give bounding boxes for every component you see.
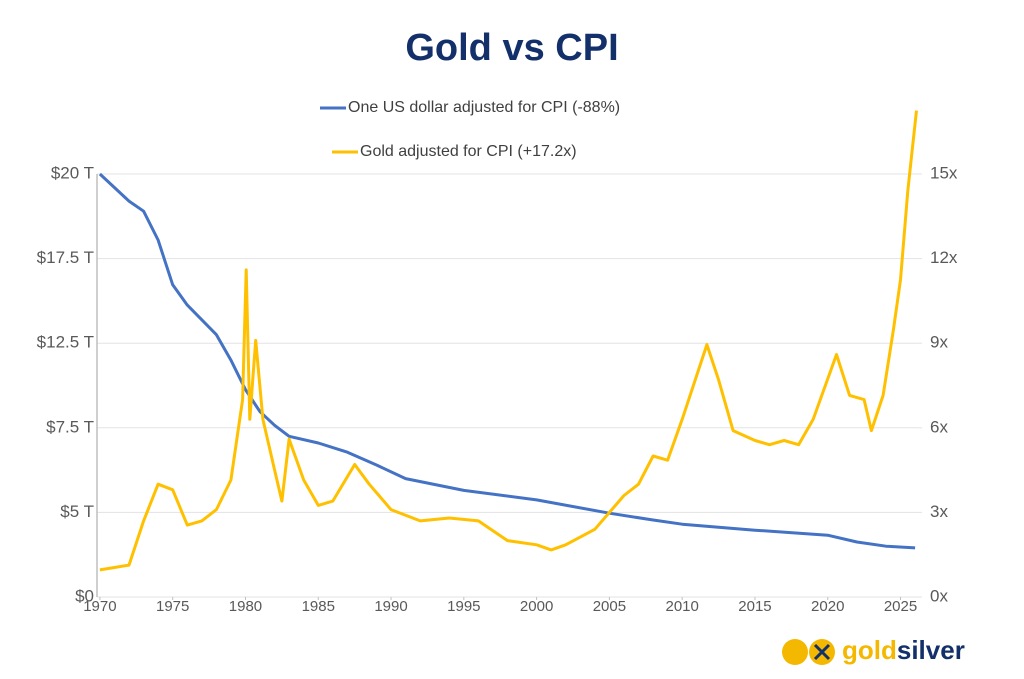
y2-tick-label: 3x [930,502,948,521]
legend-label: Gold adjusted for CPI (+17.2x) [360,143,577,160]
logo: goldsilver [782,635,965,665]
chart-title: Gold vs CPI [405,27,618,69]
x-tick-label: 2015 [738,598,771,615]
legend-label: One US dollar adjusted for CPI (-88%) [348,99,620,116]
logo-silver: silver [897,635,965,665]
x-tick-label: 2005 [593,598,626,615]
y-tick-label: $12.5 T [37,333,94,352]
y-tick-label: $5 T [60,502,94,521]
y-tick-label: $20 T [51,163,94,182]
logo-gold: gold [842,635,897,665]
x-tick-label: 1990 [374,598,407,615]
x-tick-label: 2025 [884,598,917,615]
logo-text: goldsilver [842,635,965,665]
x-tick-label: 2010 [665,598,698,615]
series-line [98,172,916,550]
x-tick-label: 1980 [229,598,262,615]
x-tick-label: 2000 [520,598,553,615]
x-tick-label: 1985 [302,598,335,615]
y2-tick-label: 0x [930,586,948,605]
x-tick-label: 1975 [156,598,189,615]
y2-tick-label: 9x [930,333,948,352]
x-tick-label: 1995 [447,598,480,615]
logo-mark [813,643,831,661]
y-tick-label: $0 [75,586,94,605]
y-tick-label: $17.5 T [37,248,94,267]
x-tick-label: 2020 [811,598,844,615]
y2-tick-label: 12x [930,248,958,267]
y-tick-label: $7.5 T [46,417,94,436]
y2-tick-label: 6x [930,417,948,436]
y2-tick-label: 15x [930,163,958,182]
x-tick-label: 1970 [83,598,116,615]
logo-mark [782,639,808,665]
series-line [99,110,918,572]
